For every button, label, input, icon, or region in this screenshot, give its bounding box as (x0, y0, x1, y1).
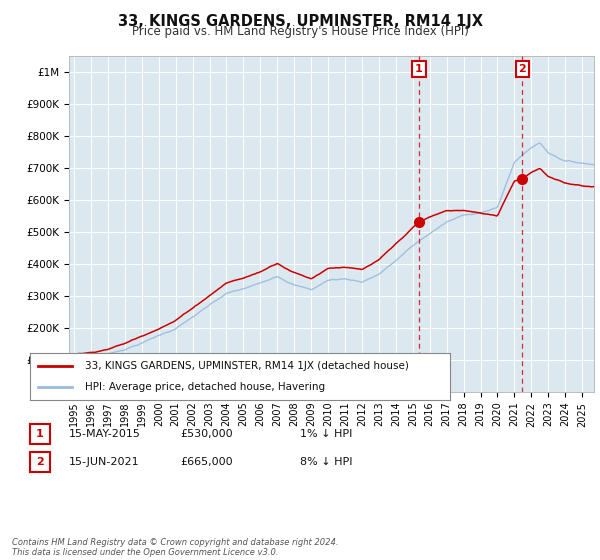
Text: 1: 1 (36, 429, 44, 439)
Text: 2: 2 (36, 457, 44, 467)
Text: Price paid vs. HM Land Registry's House Price Index (HPI): Price paid vs. HM Land Registry's House … (131, 25, 469, 38)
Text: Contains HM Land Registry data © Crown copyright and database right 2024.
This d: Contains HM Land Registry data © Crown c… (12, 538, 338, 557)
Text: HPI: Average price, detached house, Havering: HPI: Average price, detached house, Have… (85, 382, 325, 392)
Text: 2: 2 (518, 64, 526, 74)
Text: 1: 1 (415, 64, 423, 74)
Text: 1% ↓ HPI: 1% ↓ HPI (300, 429, 352, 439)
Text: 15-MAY-2015: 15-MAY-2015 (69, 429, 141, 439)
Text: 33, KINGS GARDENS, UPMINSTER, RM14 1JX: 33, KINGS GARDENS, UPMINSTER, RM14 1JX (118, 14, 482, 29)
Text: 33, KINGS GARDENS, UPMINSTER, RM14 1JX (detached house): 33, KINGS GARDENS, UPMINSTER, RM14 1JX (… (85, 361, 409, 371)
Text: £665,000: £665,000 (180, 457, 233, 467)
Text: 8% ↓ HPI: 8% ↓ HPI (300, 457, 353, 467)
Text: 15-JUN-2021: 15-JUN-2021 (69, 457, 140, 467)
Text: £530,000: £530,000 (180, 429, 233, 439)
